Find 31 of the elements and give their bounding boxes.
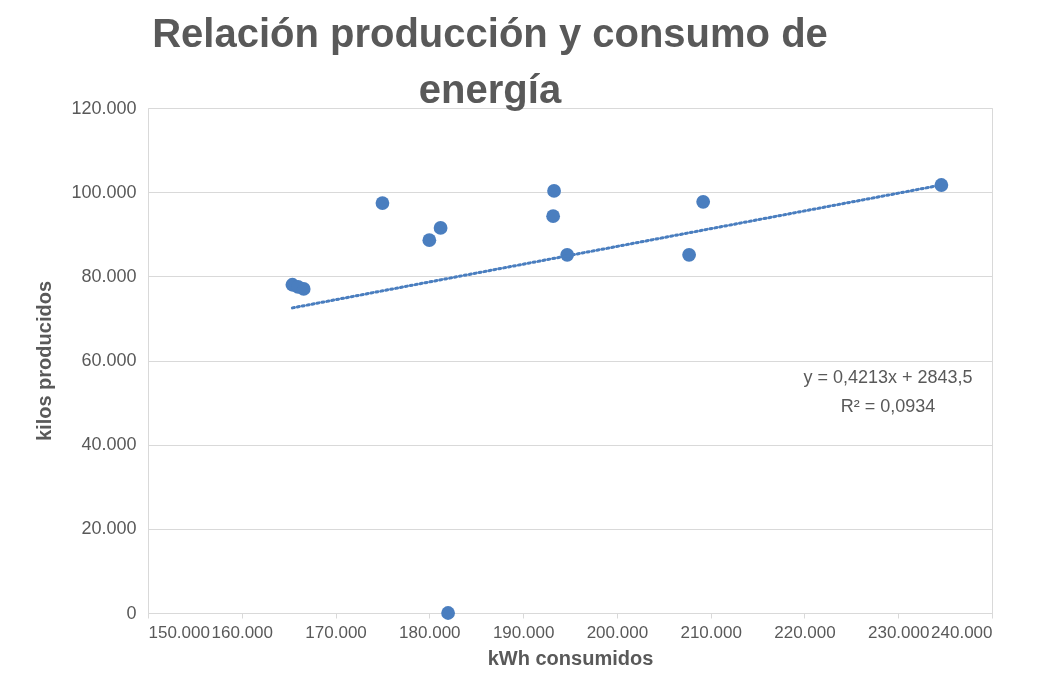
x-tick-label: 190.000 bbox=[492, 622, 555, 642]
y-tick-label: 80.000 bbox=[81, 265, 137, 286]
x-tick-label: 230.000 bbox=[868, 622, 930, 642]
x-tick-label: 160.000 bbox=[211, 622, 273, 642]
point bbox=[375, 196, 390, 210]
y-tick-label: 60.000 bbox=[81, 350, 137, 370]
x-tick-label: 220.000 bbox=[774, 622, 836, 642]
y-tick-label: 100.000 bbox=[71, 181, 137, 202]
y-tick-label: 40.000 bbox=[81, 434, 137, 455]
point bbox=[682, 247, 696, 262]
x-tick-label: 170.000 bbox=[305, 622, 367, 642]
y-tick-label: 120.000 bbox=[71, 97, 137, 118]
point bbox=[546, 209, 561, 224]
point bbox=[696, 194, 711, 209]
point bbox=[547, 184, 561, 198]
x-tick-label: 180.000 bbox=[399, 622, 461, 642]
y-tick-label: 0 bbox=[126, 602, 137, 623]
chart-title: Relación producción y consumo de energía bbox=[152, 11, 828, 111]
y-axis-title: kilos producidos bbox=[33, 280, 56, 442]
point bbox=[422, 233, 437, 248]
point bbox=[433, 221, 448, 235]
y-tick-label: 20.000 bbox=[81, 518, 137, 539]
point bbox=[296, 282, 311, 296]
x-tick-label: 210.000 bbox=[680, 622, 742, 642]
x-tick-label: 240.000 bbox=[931, 622, 993, 642]
annotation: R² = 0,0934 bbox=[840, 396, 936, 416]
annotation: y = 0,4213x + 2843,5 bbox=[803, 367, 973, 387]
x-tick-label: 200.000 bbox=[586, 622, 649, 642]
point bbox=[441, 606, 455, 620]
x-tick-label: 150.000 bbox=[148, 622, 210, 642]
x-axis-title: kWh consumidos bbox=[487, 646, 654, 669]
